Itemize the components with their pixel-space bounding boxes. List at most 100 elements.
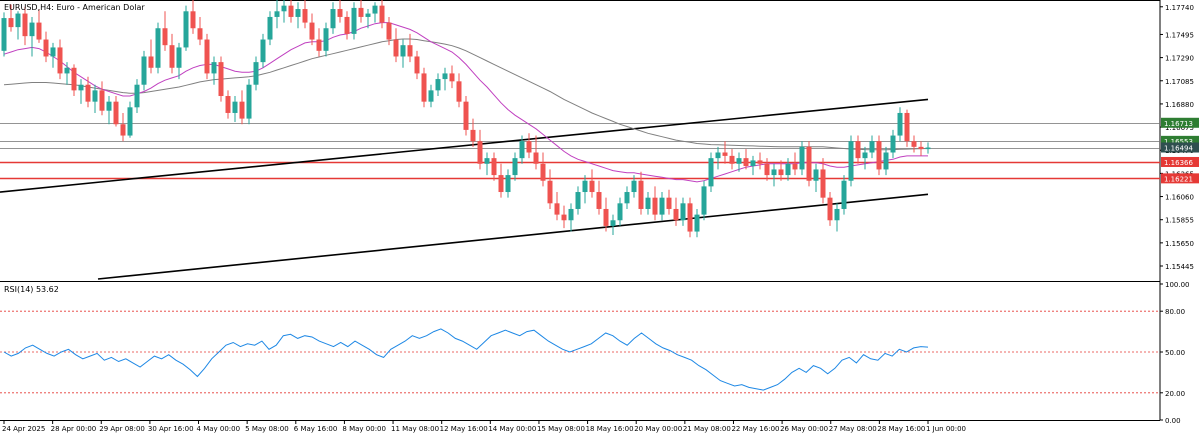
candle-body <box>316 39 322 51</box>
candle-body <box>701 186 707 215</box>
main-panel-background <box>0 0 1160 279</box>
candle-body <box>442 73 448 80</box>
candle-body <box>582 180 588 193</box>
rsi-tick-label: 100.00 <box>1165 281 1190 289</box>
candle-body <box>477 141 483 164</box>
candle-body <box>799 146 805 170</box>
candle-body <box>29 22 35 37</box>
candle-body <box>225 96 231 113</box>
candle-body <box>848 141 854 181</box>
candle-body <box>295 9 301 17</box>
candle-body <box>547 180 553 204</box>
candle-body <box>666 197 672 209</box>
candle-body <box>911 141 917 147</box>
candle-body <box>120 124 126 136</box>
candle-body <box>85 84 91 102</box>
rsi-tick-label: 50.00 <box>1165 349 1185 357</box>
time-tick-label: 26 May 00:00 <box>780 425 828 433</box>
price-tag <box>1161 156 1199 167</box>
candle-body <box>897 112 903 136</box>
candle-body <box>1 18 7 51</box>
price-tick-label: 1.15445 <box>1165 263 1194 271</box>
rsi-label: RSI(14) 53.62 <box>4 285 59 294</box>
candle-body <box>750 160 756 167</box>
candle-body <box>344 16 350 34</box>
candle-body <box>722 152 728 156</box>
candlesticks <box>1 0 931 238</box>
candle-body <box>36 22 42 40</box>
candle-body <box>274 11 280 17</box>
horizontal-lines <box>0 123 1160 180</box>
price-tick-label: 1.15855 <box>1165 217 1194 225</box>
time-tick-label: 8 May 00:00 <box>342 425 386 433</box>
price-tick-label: 1.17085 <box>1165 78 1194 86</box>
time-tick-label: 6 May 16:00 <box>294 425 338 433</box>
time-tick-label: 29 Apr 08:00 <box>99 425 145 433</box>
price-tick-label: 1.17740 <box>1165 4 1194 12</box>
time-tick-label: 27 May 08:00 <box>829 425 877 433</box>
candle-body <box>414 56 420 74</box>
channel-line-1 <box>97 193 929 280</box>
rsi-tick-label: 0.00 <box>1165 417 1181 425</box>
candle-body <box>687 203 693 232</box>
candle-body <box>918 146 924 150</box>
candle-body <box>155 28 161 68</box>
time-tick-label: 5 May 08:00 <box>245 425 289 433</box>
price-tag <box>1161 135 1199 146</box>
price-tick-label: 1.17290 <box>1165 55 1194 63</box>
candle-body <box>400 45 406 57</box>
candle-body <box>183 11 189 48</box>
candle-body <box>239 101 245 119</box>
candle-body <box>127 107 133 136</box>
candle-body <box>841 180 847 209</box>
channel-lines <box>0 98 929 280</box>
price-tick-label: 1.16060 <box>1165 194 1194 202</box>
candle-body <box>778 169 784 176</box>
candle-body <box>435 79 441 91</box>
candle-body <box>218 62 224 97</box>
chart-title: EURUSD,H4: Euro - American Dolar <box>4 3 145 12</box>
candle-body <box>568 208 574 221</box>
candle-body <box>589 180 595 193</box>
candle-body <box>785 163 791 176</box>
candle-body <box>281 5 287 12</box>
price-tag-label: 1.16494 <box>1164 145 1193 153</box>
candle-body <box>428 90 434 102</box>
price-tag <box>1161 117 1199 128</box>
time-tick-label: 30 Apr 16:00 <box>148 425 194 433</box>
candle-body <box>834 208 840 221</box>
candle-body <box>575 192 581 209</box>
rsi-tick-label: 20.00 <box>1165 390 1185 398</box>
candle-body <box>519 141 525 159</box>
candle-body <box>694 214 700 232</box>
candle-body <box>379 5 385 23</box>
candle-body <box>806 146 812 181</box>
price-tick-label: 1.17495 <box>1165 31 1194 39</box>
candle-body <box>302 9 308 23</box>
price-tick-label: 1.16880 <box>1165 101 1194 109</box>
candle-body <box>771 169 777 176</box>
candle-body <box>764 163 770 176</box>
time-tick-label: 28 May 16:00 <box>877 425 925 433</box>
channel-line-0 <box>0 98 929 193</box>
candle-body <box>211 62 217 74</box>
candle-body <box>351 7 357 34</box>
price-tick-label: 1.15650 <box>1165 240 1194 248</box>
candle-body <box>449 73 455 82</box>
candle-body <box>288 5 294 17</box>
candle-body <box>596 192 602 209</box>
candle-body <box>260 39 266 63</box>
candle-body <box>204 39 210 74</box>
candle-body <box>631 180 637 193</box>
candle-body <box>197 28 203 40</box>
candle-body <box>491 158 497 176</box>
time-tick-label: 1 Jun 00:00 <box>926 425 966 433</box>
time-tick-label: 11 May 08:00 <box>391 425 439 433</box>
candle-body <box>813 169 819 181</box>
candle-body <box>743 158 749 167</box>
candle-body <box>855 141 861 159</box>
candle-body <box>253 62 259 85</box>
